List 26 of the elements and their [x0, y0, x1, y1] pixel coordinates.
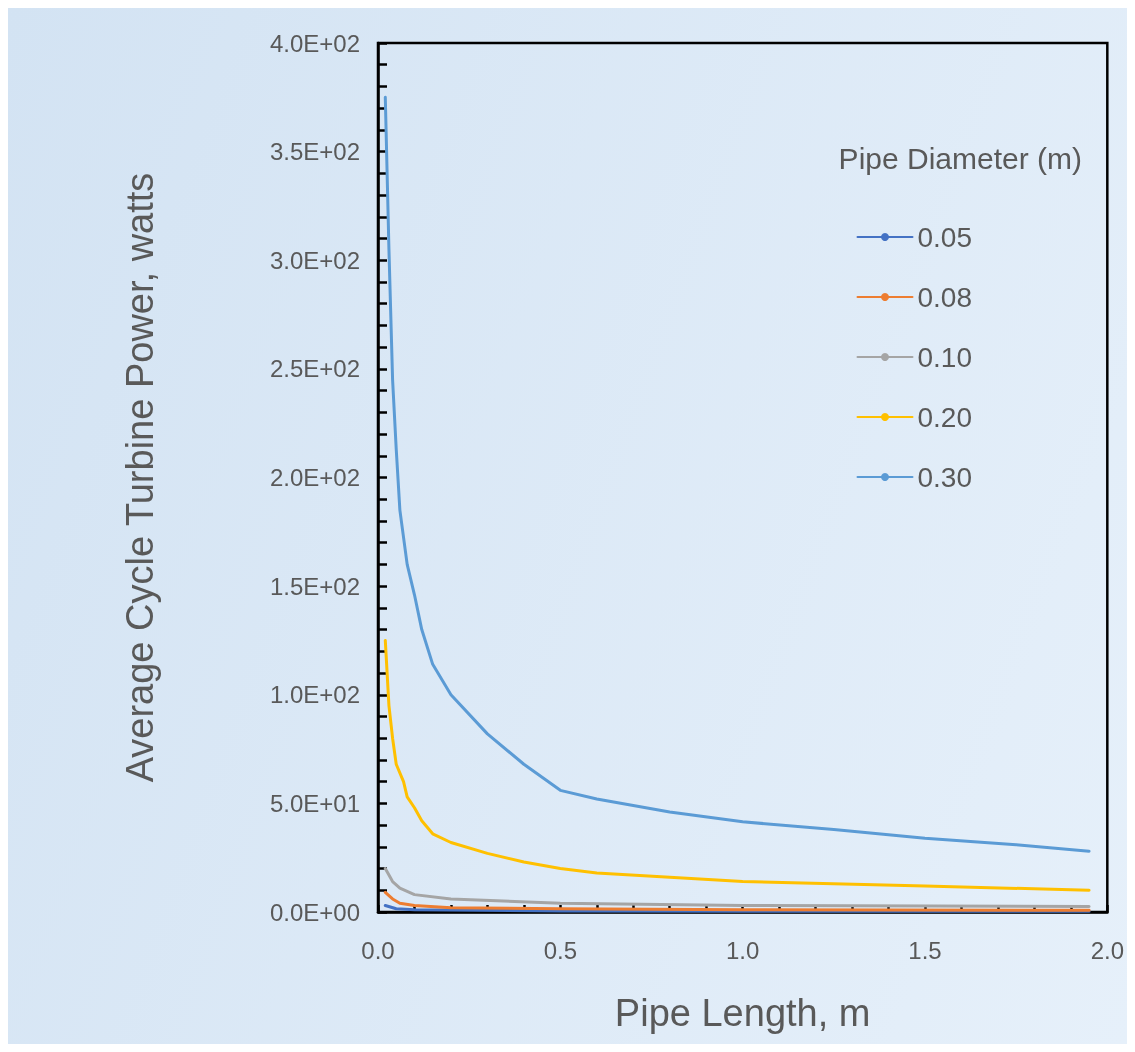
line-series	[383, 638, 1091, 892]
y-tick-label: 1.0E+02	[269, 681, 360, 709]
line-series	[383, 890, 1091, 912]
y-tick-label: 2.5E+02	[269, 355, 360, 383]
x-tick-label: 2.0	[1090, 936, 1125, 964]
line-series	[383, 867, 1091, 909]
x-axis-title: Pipe Length, m	[614, 992, 871, 1034]
line-series	[383, 95, 1091, 853]
y-tick-label: 3.5E+02	[269, 138, 360, 166]
legend-label: 0.30	[917, 461, 972, 493]
legend-label: 0.05	[917, 221, 972, 253]
x-tick-label: 1.0	[725, 936, 760, 964]
y-tick-label: 4.0E+02	[269, 29, 360, 57]
x-tick-label: 0.5	[543, 936, 578, 964]
y-axis-title: Average Cycle Turbine Power, watts	[119, 172, 161, 783]
legend-label: 0.08	[917, 281, 972, 313]
legend-title: Pipe Diameter (m)	[838, 141, 1083, 175]
x-tick-label: 0.0	[361, 936, 395, 964]
legend-label: 0.10	[917, 341, 972, 373]
y-tick-label: 3.0E+02	[269, 246, 360, 274]
y-tick-label: 0.0E+00	[269, 898, 360, 926]
y-tick-label: 5.0E+01	[269, 789, 360, 817]
legend-label: 0.20	[917, 401, 972, 433]
y-tick-label: 2.0E+02	[269, 464, 360, 491]
y-tick-label: 1.5E+02	[269, 572, 360, 600]
x-tick-label: 1.5	[908, 936, 942, 964]
